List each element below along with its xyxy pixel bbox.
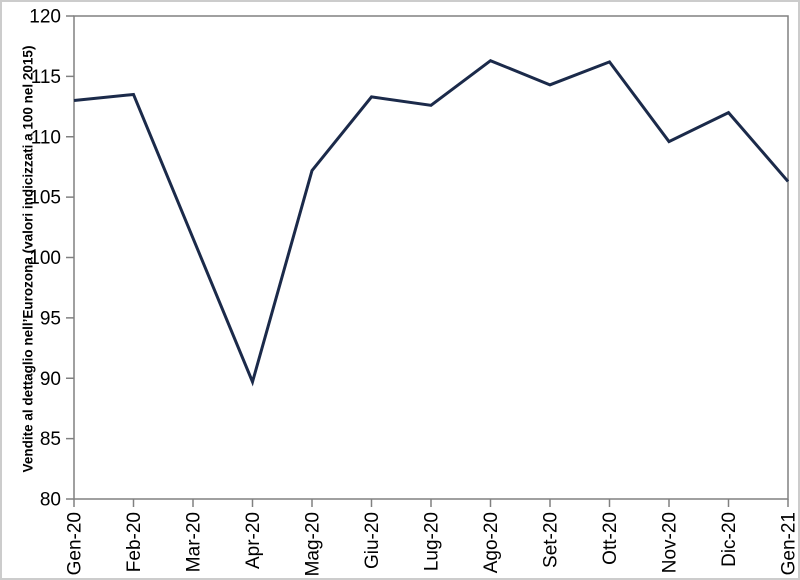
- x-tick-label: Mar-20: [184, 512, 205, 572]
- y-tick-label: 85: [40, 429, 61, 450]
- x-tick-label: Gen-21: [779, 512, 799, 575]
- y-tick-label: 120: [29, 7, 61, 28]
- plot-border: [73, 15, 789, 500]
- x-tick-label: Nov-20: [660, 512, 681, 573]
- y-tick-label: 95: [40, 308, 61, 329]
- x-tick-label: Set-20: [541, 512, 562, 568]
- x-tick-label: Apr-20: [243, 512, 264, 569]
- x-tick-label: Feb-20: [124, 512, 145, 572]
- data-line-series: [73, 58, 790, 387]
- y-tick-label: 110: [31, 127, 61, 148]
- x-tick-label: Gen-20: [65, 512, 86, 575]
- x-tick-label: Ott-20: [600, 512, 621, 565]
- x-tick-label: Giu-20: [362, 512, 383, 569]
- y-tick-label: 100: [29, 248, 61, 269]
- y-tick-label: 80: [40, 490, 61, 511]
- x-tick-label: Ago-20: [481, 512, 502, 573]
- x-tick-label: Mag-20: [303, 512, 324, 576]
- x-tick-label: Lug-20: [422, 512, 443, 571]
- y-tick-label: 105: [29, 188, 61, 209]
- y-tick-label: 90: [40, 369, 61, 390]
- x-tick-label: Dic-20: [719, 512, 740, 567]
- y-tick-label: 115: [31, 67, 61, 88]
